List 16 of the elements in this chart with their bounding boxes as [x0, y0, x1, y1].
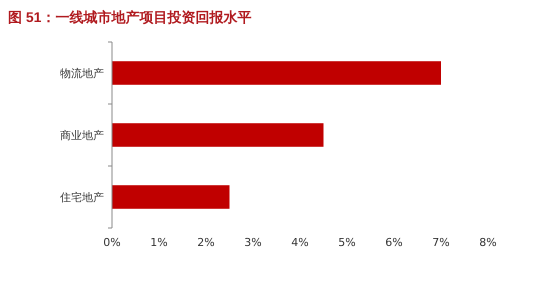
- x-tick-label: 6%: [385, 236, 403, 249]
- x-tick-label: 0%: [103, 236, 121, 249]
- y-tick-label: 商业地产: [60, 129, 104, 142]
- x-tick-label: 3%: [244, 236, 262, 249]
- chart-title: 图 51：一线城市地产项目投资回报水平: [8, 9, 252, 25]
- x-tick-label: 2%: [197, 236, 215, 249]
- x-tick-label: 1%: [150, 236, 168, 249]
- x-tick-label: 8%: [479, 236, 497, 249]
- y-tick-label: 住宅地产: [60, 191, 104, 204]
- y-tick-label: 物流地产: [60, 67, 104, 80]
- bar: [112, 123, 324, 147]
- x-tick-label: 7%: [432, 236, 450, 249]
- bar: [112, 61, 441, 85]
- x-tick-label: 4%: [291, 236, 309, 249]
- x-tick-label: 5%: [338, 236, 356, 249]
- bar: [112, 185, 230, 209]
